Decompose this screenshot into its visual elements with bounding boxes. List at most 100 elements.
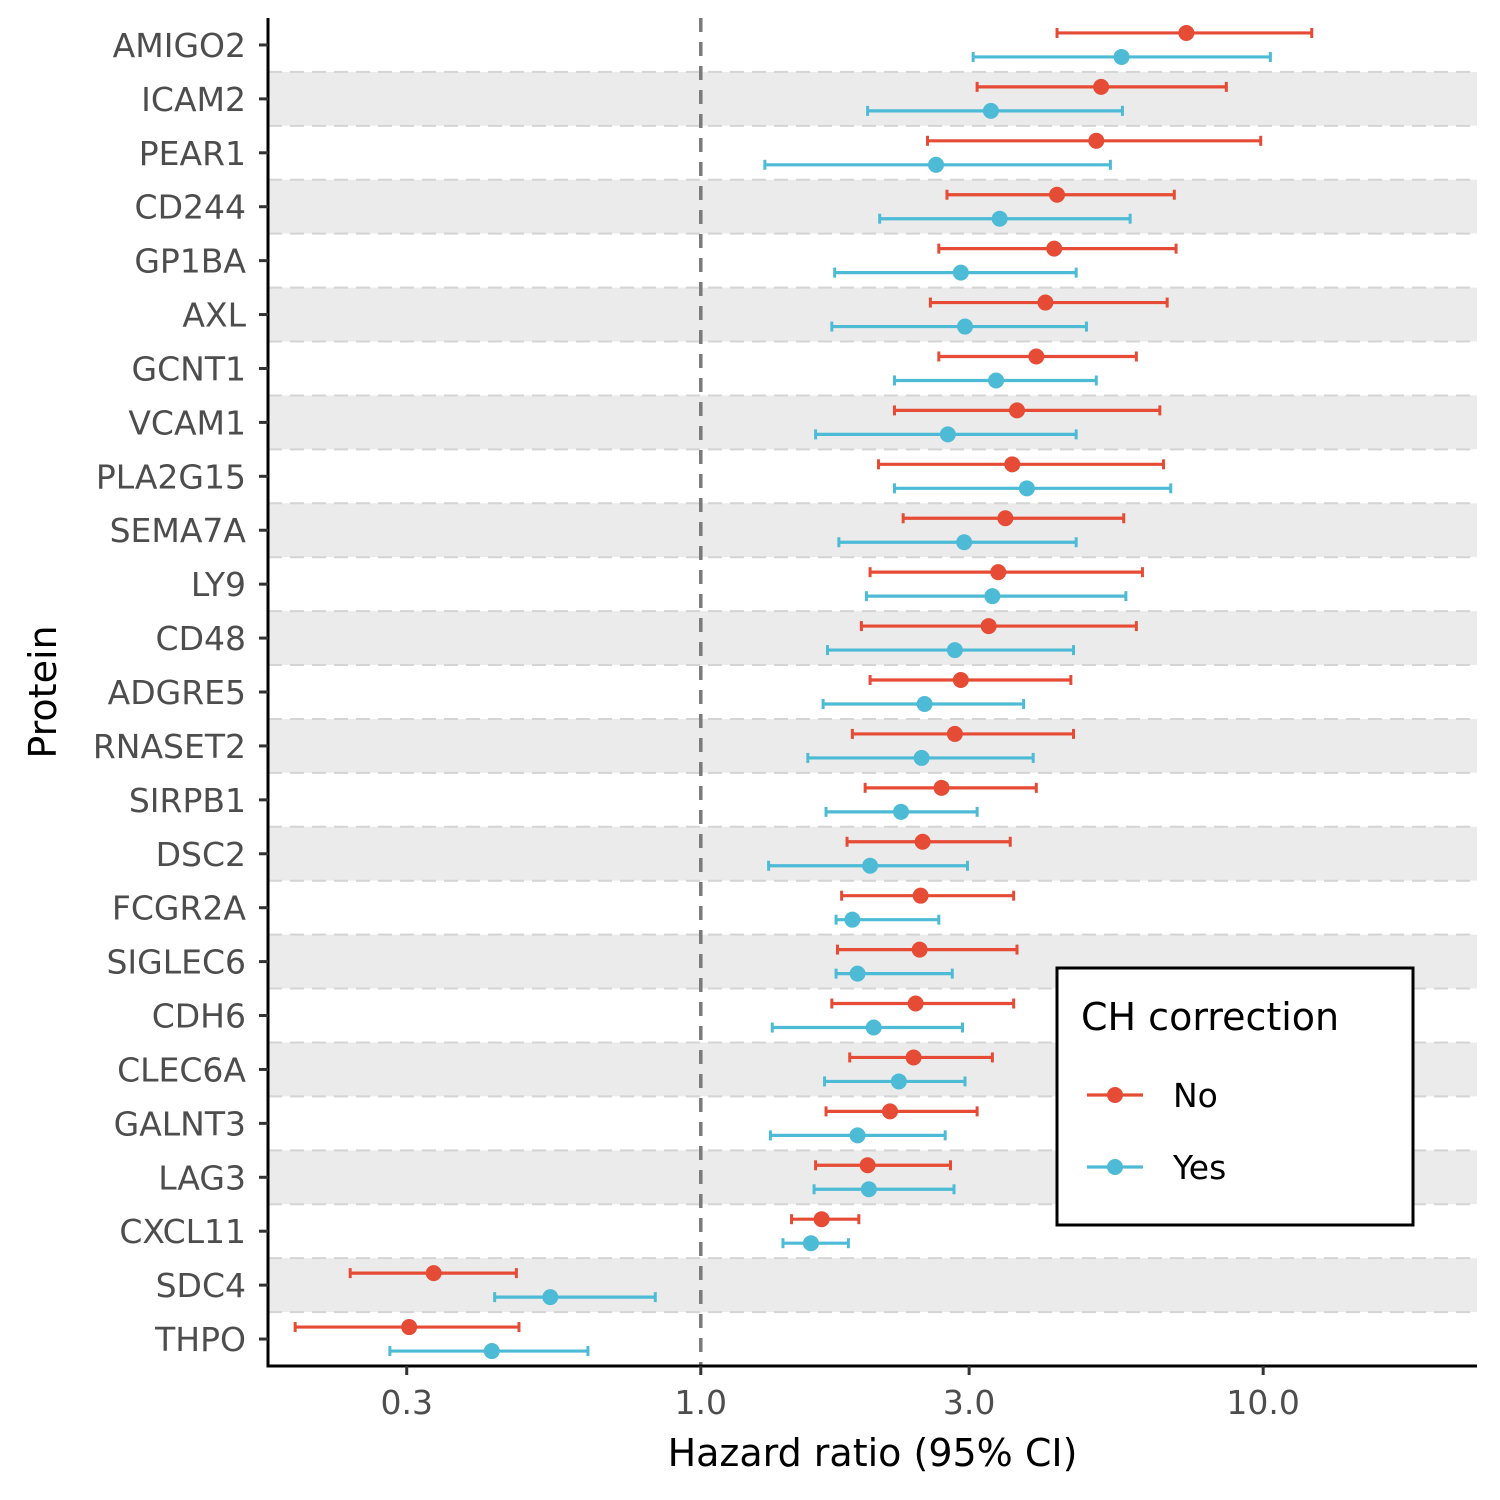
- point-estimate: [844, 911, 861, 928]
- legend-key-point: [1107, 1159, 1123, 1175]
- y-axis-ticks: AMIGO2 ICAM2 PEAR1 CD244 GP1BA AXL GCNT1 VCAM1 P…: [93, 26, 268, 1359]
- x-tick-label: 3.0: [943, 1383, 995, 1422]
- legend: CH correction No Yes: [1055, 966, 1415, 1227]
- y-tick-label: CXCL11: [119, 1212, 246, 1251]
- row-band: [268, 503, 1477, 558]
- series-no: [293, 24, 1314, 1336]
- point-estimate: [988, 372, 1005, 389]
- row-band: [268, 718, 1477, 773]
- y-tick-label: CDH6: [152, 997, 246, 1036]
- y-tick-label: PEAR1: [139, 134, 246, 173]
- point-estimate: [1018, 480, 1035, 497]
- x-axis-ticks: 0.3 1.0 3.0 10.0: [380, 1366, 1300, 1422]
- row-dividers: [268, 70, 1477, 1314]
- y-tick-label: DSC2: [156, 835, 246, 874]
- y-tick-label: SEMA7A: [110, 511, 247, 550]
- y-tick-label: PLA2G15: [96, 457, 246, 496]
- point-estimate: [849, 965, 866, 982]
- point-estimate: [946, 725, 963, 742]
- legend-items: No Yes: [1087, 1076, 1226, 1187]
- point-estimate: [997, 510, 1014, 527]
- point-estimate: [928, 156, 945, 173]
- row-band: [268, 233, 1477, 288]
- point-estimate: [957, 318, 974, 335]
- legend-label: Yes: [1172, 1148, 1226, 1187]
- legend-key-point: [1107, 1087, 1123, 1103]
- row-band: [268, 125, 1477, 180]
- legend-label: No: [1173, 1076, 1218, 1115]
- point-estimate: [1049, 186, 1066, 203]
- y-tick-label: AMIGO2: [113, 26, 246, 65]
- point-estimate: [1004, 456, 1021, 473]
- y-tick-label: ADGRE5: [108, 673, 246, 712]
- point-estimate: [956, 534, 973, 551]
- point-estimate: [483, 1343, 500, 1360]
- point-estimate: [1046, 240, 1063, 257]
- point-estimate: [933, 779, 950, 796]
- point-estimate: [542, 1289, 559, 1306]
- row-band: [268, 71, 1477, 126]
- row-band: [268, 611, 1477, 666]
- y-tick-label: GP1BA: [134, 242, 246, 281]
- y-tick-label: RNASET2: [93, 727, 246, 766]
- point-estimate: [882, 1103, 899, 1120]
- y-tick-label: CD48: [156, 619, 246, 658]
- point-estimate: [982, 102, 999, 119]
- point-estimate: [916, 696, 933, 712]
- point-estimate: [849, 1127, 866, 1144]
- point-estimate: [860, 1181, 877, 1198]
- point-estimate: [1178, 24, 1195, 41]
- point-estimate: [911, 941, 928, 958]
- legend-item-no: No: [1087, 1076, 1218, 1115]
- point-estimate: [890, 1073, 907, 1090]
- row-band: [268, 287, 1477, 342]
- y-tick-label: VCAM1: [128, 403, 246, 442]
- row-band: [268, 1312, 1477, 1366]
- x-axis-title: Hazard ratio (95% CI): [668, 1431, 1078, 1475]
- point-estimate: [1113, 48, 1130, 65]
- point-estimate: [1009, 402, 1026, 419]
- row-band: [268, 18, 1477, 72]
- y-tick-label: LY9: [191, 565, 246, 604]
- y-tick-label: GCNT1: [132, 349, 246, 388]
- y-tick-label: ICAM2: [141, 80, 246, 119]
- point-estimate: [905, 1049, 922, 1066]
- point-estimate: [946, 642, 963, 659]
- row-band: [268, 1258, 1477, 1313]
- row-band: [268, 449, 1477, 504]
- y-tick-label: AXL: [182, 296, 246, 335]
- point-estimate: [913, 749, 930, 766]
- y-tick-label: GALNT3: [114, 1104, 246, 1143]
- row-band: [268, 341, 1477, 396]
- point-estimate: [862, 857, 879, 874]
- point-estimate: [912, 887, 929, 904]
- y-axis-title: Protein: [21, 625, 65, 758]
- point-estimate: [990, 564, 1007, 581]
- point-estimate: [1028, 348, 1045, 365]
- y-tick-label: SIRPB1: [129, 781, 246, 820]
- x-tick-label: 0.3: [380, 1383, 432, 1422]
- point-estimate: [991, 210, 1008, 227]
- legend-title: CH correction: [1081, 995, 1339, 1039]
- point-estimate: [859, 1157, 876, 1174]
- y-tick-label: LAG3: [158, 1158, 246, 1197]
- y-tick-label: FCGR2A: [112, 889, 247, 928]
- point-estimate: [952, 264, 969, 281]
- x-tick-label: 1.0: [675, 1383, 727, 1422]
- point-estimate: [984, 588, 1001, 605]
- series-yes: [388, 48, 1272, 1360]
- point-estimate: [425, 1265, 442, 1282]
- point-estimate: [907, 995, 924, 1012]
- point-estimate: [914, 833, 931, 850]
- point-estimate: [1088, 132, 1105, 149]
- y-tick-label: SIGLEC6: [106, 943, 246, 982]
- point-estimate: [865, 1019, 882, 1036]
- point-estimate: [952, 672, 969, 688]
- point-estimate: [1093, 78, 1110, 95]
- row-band: [268, 665, 1477, 719]
- x-tick-label: 10.0: [1226, 1383, 1299, 1422]
- row-band: [268, 880, 1477, 935]
- row-band: [268, 179, 1477, 234]
